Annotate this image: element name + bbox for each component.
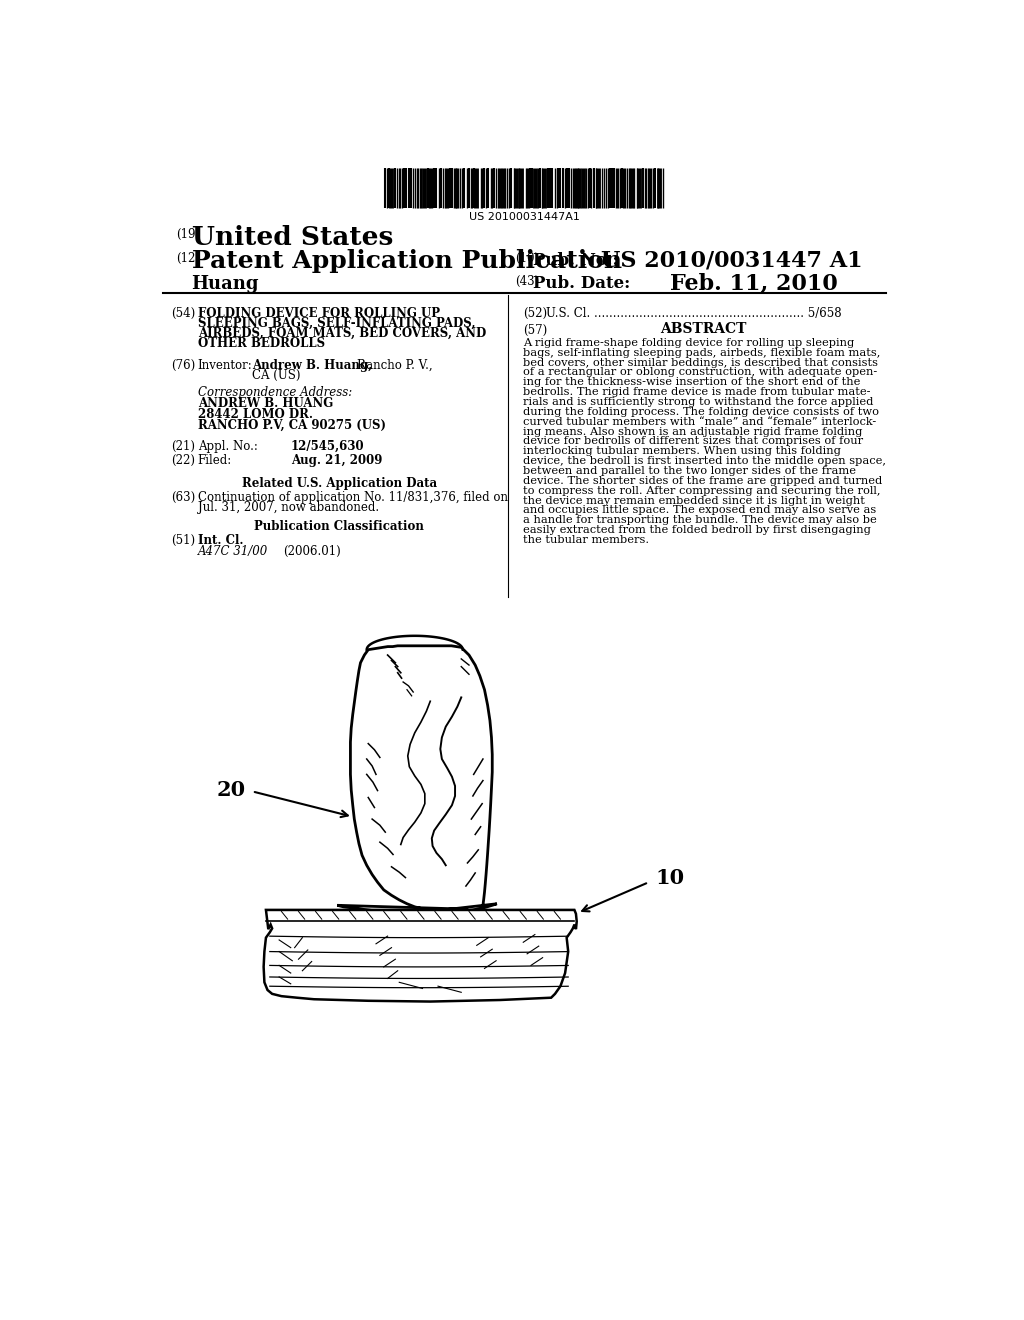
Text: US 20100031447A1: US 20100031447A1 <box>469 211 581 222</box>
Text: (22): (22) <box>171 454 195 467</box>
Text: (12): (12) <box>176 252 200 265</box>
Text: bags, self-inflating sleeping pads, airbeds, flexible foam mats,: bags, self-inflating sleeping pads, airb… <box>523 347 881 358</box>
Text: ing for the thickness-wise insertion of the short end of the: ing for the thickness-wise insertion of … <box>523 378 860 387</box>
Text: Jul. 31, 2007, now abandoned.: Jul. 31, 2007, now abandoned. <box>198 502 379 513</box>
Text: Patent Application Publication: Patent Application Publication <box>191 249 622 273</box>
Text: Pub. Date:: Pub. Date: <box>532 276 630 293</box>
Text: US 2010/0031447 A1: US 2010/0031447 A1 <box>601 249 862 272</box>
Text: a handle for transporting the bundle. The device may also be: a handle for transporting the bundle. Th… <box>523 515 877 525</box>
Text: of a rectangular or oblong construction, with adequate open-: of a rectangular or oblong construction,… <box>523 367 878 378</box>
Text: Inventor:: Inventor: <box>198 359 253 372</box>
Text: ing means. Also shown is an adjustable rigid frame folding: ing means. Also shown is an adjustable r… <box>523 426 862 437</box>
Text: (54): (54) <box>171 308 195 319</box>
Text: Feb. 11, 2010: Feb. 11, 2010 <box>671 272 839 294</box>
Text: bedrolls. The rigid frame device is made from tubular mate-: bedrolls. The rigid frame device is made… <box>523 387 870 397</box>
Text: device. The shorter sides of the frame are gripped and turned: device. The shorter sides of the frame a… <box>523 475 883 486</box>
Text: Pub. No.:: Pub. No.: <box>532 252 618 269</box>
Text: Continuation of application No. 11/831,376, filed on: Continuation of application No. 11/831,3… <box>198 491 508 504</box>
Text: 28442 LOMO DR.: 28442 LOMO DR. <box>198 408 312 421</box>
Text: Andrew B. Huang,: Andrew B. Huang, <box>252 359 373 372</box>
Text: device for bedrolls of different sizes that comprises of four: device for bedrolls of different sizes t… <box>523 437 863 446</box>
Text: Aug. 21, 2009: Aug. 21, 2009 <box>291 454 382 467</box>
Text: A47C 31/00: A47C 31/00 <box>198 545 268 558</box>
Text: (43): (43) <box>515 276 540 289</box>
Text: (57): (57) <box>523 323 548 337</box>
Text: (63): (63) <box>171 491 195 504</box>
Polygon shape <box>263 909 577 1002</box>
Text: Appl. No.:: Appl. No.: <box>198 441 258 453</box>
Text: to compress the roll. After compressing and securing the roll,: to compress the roll. After compressing … <box>523 486 881 495</box>
Text: ABSTRACT: ABSTRACT <box>660 322 746 337</box>
Text: Rancho P. V.,: Rancho P. V., <box>356 359 432 372</box>
Text: (51): (51) <box>171 535 195 548</box>
Text: CA (US): CA (US) <box>252 370 300 383</box>
Text: (76): (76) <box>171 359 195 372</box>
Text: OTHER BEDROLLS: OTHER BEDROLLS <box>198 337 325 350</box>
Text: Related U.S. Application Data: Related U.S. Application Data <box>242 478 437 490</box>
Text: AIRBEDS, FOAM MATS, BED COVERS, AND: AIRBEDS, FOAM MATS, BED COVERS, AND <box>198 327 486 341</box>
Text: and occupies little space. The exposed end may also serve as: and occupies little space. The exposed e… <box>523 506 877 515</box>
Text: Filed:: Filed: <box>198 454 232 467</box>
Text: Correspondence Address:: Correspondence Address: <box>198 387 352 400</box>
Text: (10): (10) <box>515 252 540 265</box>
Text: during the folding process. The folding device consists of two: during the folding process. The folding … <box>523 407 880 417</box>
Text: between and parallel to the two longer sides of the frame: between and parallel to the two longer s… <box>523 466 856 477</box>
Text: ANDREW B. HUANG: ANDREW B. HUANG <box>198 397 333 411</box>
Text: interlocking tubular members. When using this folding: interlocking tubular members. When using… <box>523 446 841 457</box>
Text: Huang: Huang <box>191 276 259 293</box>
Text: 12/545,630: 12/545,630 <box>291 441 365 453</box>
Text: (19): (19) <box>176 227 200 240</box>
Text: Int. Cl.: Int. Cl. <box>198 535 244 548</box>
Text: the tubular members.: the tubular members. <box>523 535 649 545</box>
Text: (52): (52) <box>523 308 548 319</box>
Text: the device may remain embedded since it is light in weight: the device may remain embedded since it … <box>523 495 865 506</box>
Text: RANCHO P.V, CA 90275 (US): RANCHO P.V, CA 90275 (US) <box>198 418 386 432</box>
Text: bed covers, other similar beddings, is described that consists: bed covers, other similar beddings, is d… <box>523 358 879 367</box>
Text: (2006.01): (2006.01) <box>283 545 341 558</box>
Text: SLEEPING BAGS, SELF-INFLATING PADS,: SLEEPING BAGS, SELF-INFLATING PADS, <box>198 317 475 330</box>
Polygon shape <box>337 645 497 913</box>
Text: Publication Classification: Publication Classification <box>254 520 424 533</box>
Text: 10: 10 <box>655 869 684 888</box>
Text: A rigid frame-shape folding device for rolling up sleeping: A rigid frame-shape folding device for r… <box>523 338 854 347</box>
Text: U.S. Cl. ........................................................ 5/658: U.S. Cl. ...............................… <box>547 308 842 319</box>
Text: FOLDING DEVICE FOR ROLLING UP: FOLDING DEVICE FOR ROLLING UP <box>198 308 439 319</box>
Text: device, the bedroll is first inserted into the middle open space,: device, the bedroll is first inserted in… <box>523 457 886 466</box>
Text: United States: United States <box>191 224 393 249</box>
Text: (21): (21) <box>171 441 195 453</box>
Text: 20: 20 <box>217 780 246 800</box>
Text: curved tubular members with “male” and “female” interlock-: curved tubular members with “male” and “… <box>523 417 877 426</box>
Text: easily extracted from the folded bedroll by first disengaging: easily extracted from the folded bedroll… <box>523 525 871 535</box>
Text: rials and is sufficiently strong to withstand the force applied: rials and is sufficiently strong to with… <box>523 397 873 407</box>
